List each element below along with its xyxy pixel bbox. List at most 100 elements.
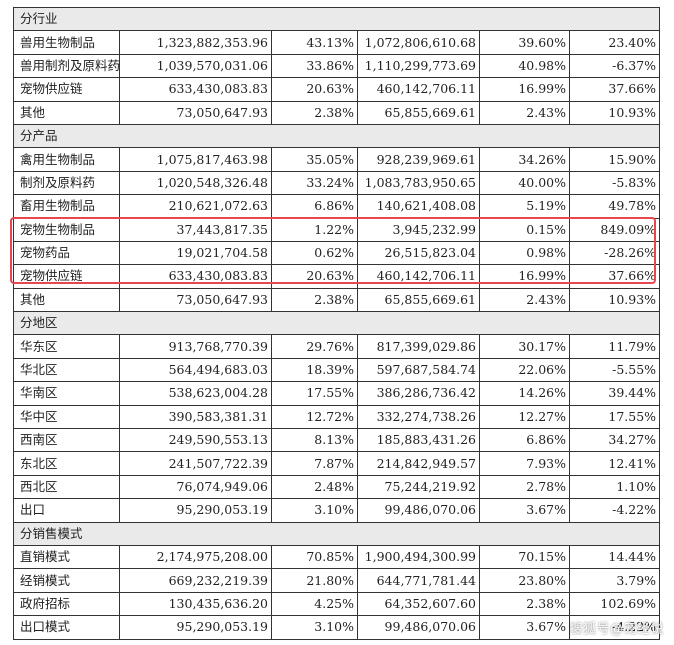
cell-c4: 34.26%	[479, 147, 570, 172]
cell-c1: 249,590,553.13	[119, 428, 272, 453]
table-row: 直销模式 2,174,975,208.00 70.85% 1,900,494,300.…	[13, 544, 661, 570]
cell-c1: 1,323,882,353.96	[119, 30, 272, 55]
cell-c3: 75,244,219.92	[357, 474, 480, 500]
cell-c2: 20.63%	[271, 77, 358, 102]
watermark: 搜狐号@宠经说	[569, 622, 664, 637]
cell-c5: 34.27%	[568, 428, 661, 453]
cell-c3: 140,621,408.08	[357, 194, 480, 219]
cell-c4: 2.78%	[479, 474, 570, 500]
cell-c3: 1,110,299,773.69	[357, 53, 480, 79]
cell-c5: 3.79%	[568, 568, 661, 593]
cell-c5: 1.10%	[568, 474, 661, 500]
cell-c4: 22.06%	[479, 357, 570, 383]
table-row: 华南区 538,623,004.28 17.55% 386,286,736.42 14.…	[13, 381, 661, 406]
cell-c1: 95,290,053.19	[119, 615, 272, 640]
table-row: 经销模式 669,232,219.39 21.80% 644,771,781.44 23…	[13, 568, 661, 593]
cell-c3: 3,945,232.99	[357, 217, 480, 242]
cell-c1: 210,621,072.63	[119, 194, 272, 219]
table-row: 宠物药品 19,021,704.58 0.62% 26,515,823.04 0.98%…	[13, 240, 661, 266]
cell-c3: 386,286,736.42	[357, 381, 480, 406]
cell-c3: 65,855,669.61	[357, 100, 480, 125]
cell-c2: 4.25%	[271, 591, 358, 617]
cell-c4: 6.86%	[479, 428, 570, 453]
revenue-breakdown-table: 分行业 兽用生物制品 1,323,882,353.96 43.13% 1,072,806…	[12, 6, 661, 640]
section-header-row: 分销售模式	[12, 521, 661, 546]
section-title: 分销售模式	[12, 521, 661, 546]
cell-c2: 0.62%	[271, 240, 358, 266]
section-title: 分产品	[12, 123, 661, 149]
cell-c1: 633,430,083.83	[119, 264, 272, 289]
cell-c1: 19,021,704.58	[119, 240, 272, 266]
row-label: 宠物药品	[13, 240, 120, 266]
cell-c3: 185,883,431.26	[357, 428, 480, 453]
cell-c5: -5.83%	[568, 170, 661, 196]
cell-c5: 102.69%	[568, 591, 661, 617]
cell-c2: 18.39%	[271, 357, 358, 383]
cell-c2: 20.63%	[271, 264, 358, 289]
cell-c5: 17.55%	[568, 404, 661, 430]
cell-c5: 10.93%	[568, 100, 661, 125]
row-label: 华东区	[13, 334, 120, 359]
row-label: 制剂及原料药	[13, 170, 120, 196]
cell-c5: -28.26%	[568, 240, 661, 266]
cell-c2: 43.13%	[271, 30, 358, 55]
cell-c1: 669,232,219.39	[119, 568, 272, 593]
cell-c3: 65,855,669.61	[357, 287, 480, 313]
cell-c5: -4.22%	[568, 615, 661, 640]
table-row: 宠物生物制品 37,443,817.35 1.22% 3,945,232.99 0.15…	[13, 217, 661, 242]
section-header-row: 分行业	[12, 6, 661, 32]
cell-c5: -5.55%	[568, 357, 661, 383]
cell-c5: 37.66%	[568, 264, 661, 289]
cell-c2: 2.38%	[271, 287, 358, 313]
cell-c4: 16.99%	[479, 77, 570, 102]
cell-c1: 37,443,817.35	[119, 217, 272, 242]
cell-c3: 928,239,969.61	[357, 147, 480, 172]
cell-c4: 0.98%	[479, 240, 570, 266]
cell-c1: 73,050,647.93	[119, 287, 272, 313]
cell-c5: 12.41%	[568, 451, 661, 476]
cell-c3: 597,687,584.74	[357, 357, 480, 383]
cell-c2: 12.72%	[271, 404, 358, 430]
cell-c1: 76,074,949.06	[119, 474, 272, 500]
cell-c5: 11.79%	[568, 334, 661, 359]
cell-c5: 23.40%	[568, 30, 661, 55]
cell-c3: 1,083,783,950.65	[357, 170, 480, 196]
cell-c2: 6.86%	[271, 194, 358, 219]
cell-c3: 99,486,070.06	[357, 615, 480, 640]
row-label: 西南区	[13, 428, 120, 453]
cell-c4: 70.15%	[479, 544, 570, 570]
cell-c2: 1.22%	[271, 217, 358, 242]
table-row: 禽用生物制品 1,075,817,463.98 35.05% 928,239,969.…	[13, 147, 661, 172]
cell-c4: 0.15%	[479, 217, 570, 242]
cell-c1: 2,174,975,208.00	[119, 544, 272, 570]
cell-c1: 1,020,548,326.48	[119, 170, 272, 196]
cell-c2: 17.55%	[271, 381, 358, 406]
cell-c3: 1,072,806,610.68	[357, 30, 480, 55]
row-label: 直销模式	[13, 544, 120, 570]
cell-c5: 10.93%	[568, 287, 661, 313]
cell-c2: 33.86%	[271, 53, 358, 79]
table-row: 西北区 76,074,949.06 2.48% 75,244,219.92 2.78% 1…	[13, 474, 661, 500]
row-label: 华中区	[13, 404, 120, 430]
cell-c3: 26,515,823.04	[357, 240, 480, 266]
cell-c2: 33.24%	[271, 170, 358, 196]
cell-c2: 70.85%	[271, 544, 358, 570]
row-label: 宠物供应链	[13, 77, 120, 102]
section-title: 分行业	[12, 6, 661, 32]
cell-c1: 241,507,722.39	[119, 451, 272, 476]
cell-c4: 14.26%	[479, 381, 570, 406]
table-row: 其他 73,050,647.93 2.38% 65,855,669.61 2.43% 10…	[13, 100, 661, 125]
cell-c2: 7.87%	[271, 451, 358, 476]
cell-c1: 538,623,004.28	[119, 381, 272, 406]
row-label: 禽用生物制品	[13, 147, 120, 172]
cell-c4: 23.80%	[479, 568, 570, 593]
cell-c1: 1,039,570,031.06	[119, 53, 272, 79]
table-row: 畜用生物制品 210,621,072.63 6.86% 140,621,408.08 5…	[13, 194, 661, 219]
section-header-row: 分产品	[12, 123, 661, 149]
cell-c3: 817,399,029.86	[357, 334, 480, 359]
table-row: 宠物供应链 633,430,083.83 20.63% 460,142,706.11 1…	[13, 77, 661, 102]
cell-c3: 644,771,781.44	[357, 568, 480, 593]
cell-c4: 3.67%	[479, 615, 570, 640]
table-row: 出口 95,290,053.19 3.10% 99,486,070.06 3.67% -4…	[13, 498, 661, 523]
table-row: 出口模式 95,290,053.19 3.10% 99,486,070.06 3.67%…	[13, 615, 661, 640]
